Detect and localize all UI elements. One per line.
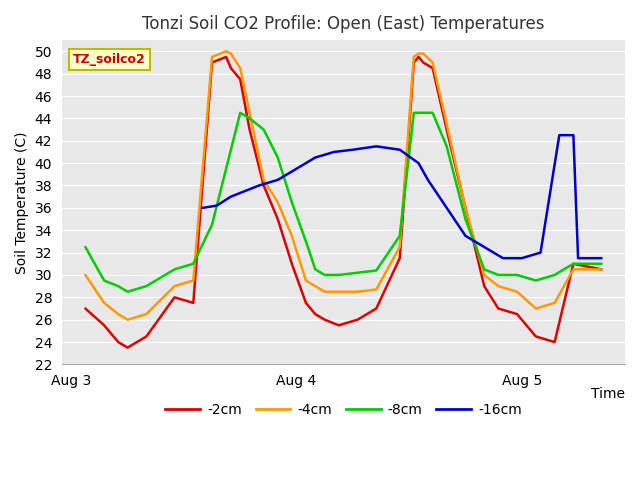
Y-axis label: Soil Temperature (C): Soil Temperature (C) — [15, 131, 29, 274]
Legend: -2cm, -4cm, -8cm, -16cm: -2cm, -4cm, -8cm, -16cm — [159, 397, 527, 422]
Text: TZ_soilco2: TZ_soilco2 — [73, 53, 146, 66]
X-axis label: Time: Time — [591, 387, 625, 401]
Title: Tonzi Soil CO2 Profile: Open (East) Temperatures: Tonzi Soil CO2 Profile: Open (East) Temp… — [142, 15, 545, 33]
